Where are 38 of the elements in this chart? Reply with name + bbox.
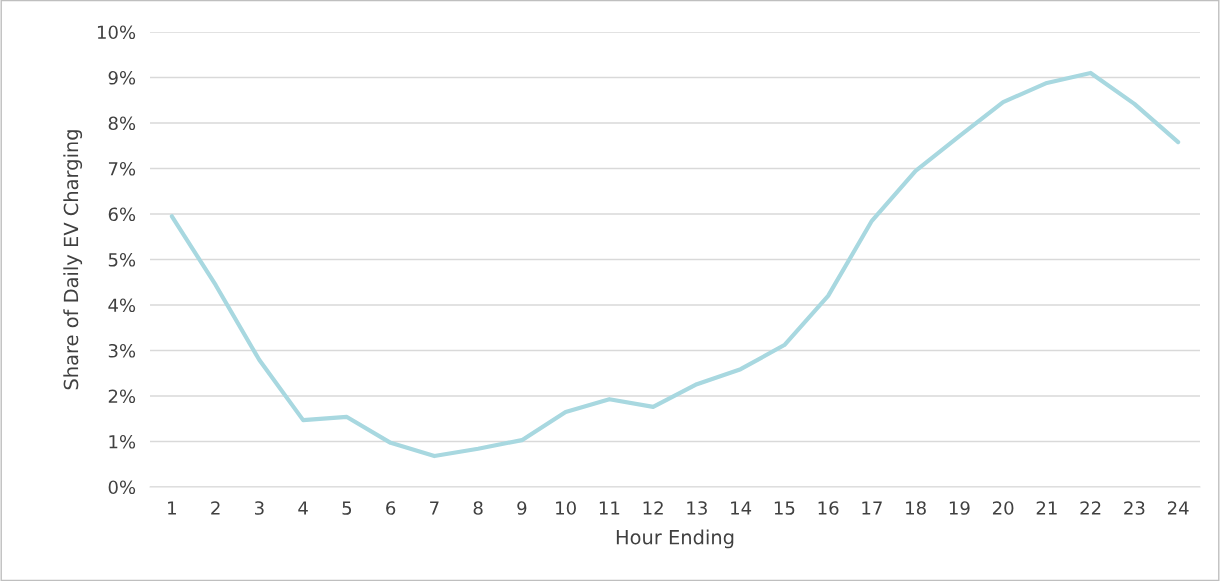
x-tick-label: 3 bbox=[255, 501, 264, 515]
x-tick-label: 24 bbox=[1167, 501, 1189, 515]
x-tick-label: 21 bbox=[1036, 501, 1057, 515]
y-axis-title: Share of Daily EV Charging bbox=[63, 130, 83, 390]
x-tick-label: 22 bbox=[1080, 501, 1101, 515]
y-tick-label: 0% bbox=[108, 480, 136, 495]
x-tick-label: 10 bbox=[556, 501, 576, 515]
y-tick-label: 8% bbox=[108, 116, 136, 131]
x-tick-label: 5 bbox=[342, 501, 352, 515]
x-tick-label: 23 bbox=[1124, 501, 1145, 515]
x-tick-label: 17 bbox=[862, 501, 882, 515]
x-tick-label: 16 bbox=[818, 501, 839, 515]
x-tick-label: 14 bbox=[731, 501, 752, 515]
y-tick-label: 5% bbox=[108, 252, 136, 267]
x-axis-title: Hour Ending bbox=[616, 529, 734, 549]
x-tick-label: 6 bbox=[386, 501, 396, 515]
y-tick-label: 7% bbox=[108, 161, 136, 176]
y-tick-label: 3% bbox=[108, 343, 136, 358]
y-tick-label: 6% bbox=[108, 207, 136, 222]
x-tick-label: 13 bbox=[687, 501, 707, 515]
line-series bbox=[169, 70, 1181, 459]
y-tick-label: 4% bbox=[108, 298, 136, 313]
x-tick-label: 12 bbox=[643, 501, 663, 515]
x-tick-label: 15 bbox=[774, 501, 795, 515]
x-tick-label: 8 bbox=[473, 501, 483, 515]
x-tick-label: 7 bbox=[430, 501, 439, 515]
x-tick-label: 2 bbox=[211, 501, 220, 515]
y-tick-label: 10% bbox=[97, 25, 136, 40]
y-tick-label: 9% bbox=[108, 70, 136, 85]
x-tick-label: 11 bbox=[599, 501, 620, 515]
x-tick-label: 18 bbox=[906, 501, 926, 515]
x-tick-label: 4 bbox=[298, 501, 308, 515]
x-tick-label: 20 bbox=[992, 501, 1014, 515]
y-tick-label: 1% bbox=[109, 434, 136, 449]
x-tick-label: 9 bbox=[517, 501, 527, 515]
x-tick-label: 1 bbox=[168, 501, 176, 515]
x-tick-label: 19 bbox=[949, 501, 970, 515]
y-tick-label: 2% bbox=[108, 389, 136, 404]
